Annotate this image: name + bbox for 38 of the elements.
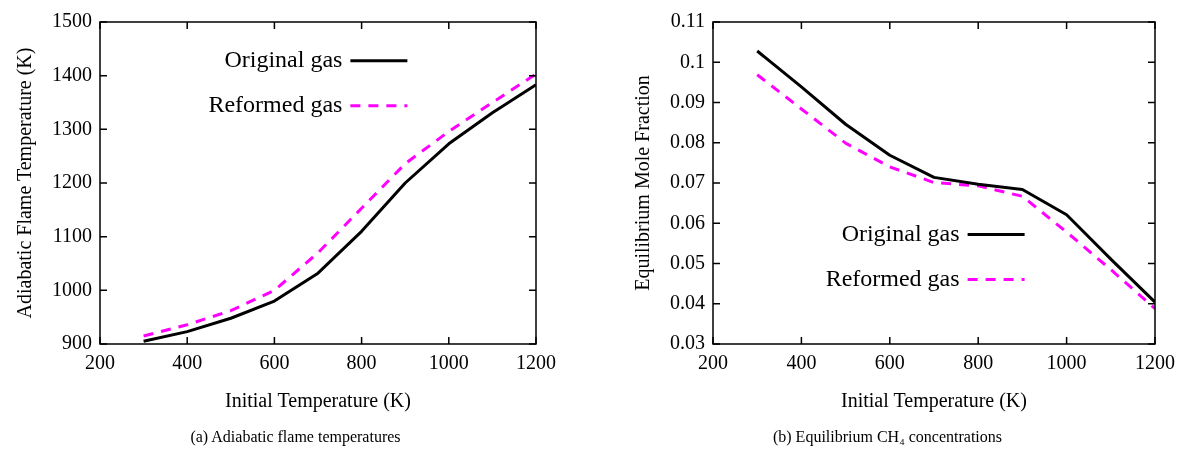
x-tick-label: 400 <box>172 351 203 374</box>
x-tick-label: 1000 <box>1046 351 1087 374</box>
y-tick-label: 1400 <box>52 62 92 85</box>
x-tick-label: 400 <box>786 351 817 374</box>
y-tick-label: 1100 <box>52 223 92 246</box>
y-tick-label: 1200 <box>52 170 92 193</box>
text: (a) Adiabatic flame temperatures <box>189 428 402 446</box>
x-axis-title: Initial Temperature (K) <box>841 389 1027 413</box>
y-tick-label: 0.1 <box>680 49 705 72</box>
y-tick-label: 1500 <box>52 9 92 32</box>
x-tick-label: 1200 <box>1135 351 1175 374</box>
x-tick-label: 800 <box>346 351 377 374</box>
legend-label: Original gas <box>224 45 343 72</box>
y-axis-title: Adiabatic Flame Temperature (K) <box>13 47 37 319</box>
y-axis-title: Equilibrium Mole Fraction <box>631 75 655 291</box>
x-tick-label: 1200 <box>516 351 556 374</box>
y-tick-label: 0.05 <box>670 250 705 273</box>
y-tick-label: 0.08 <box>670 130 705 152</box>
x-axis-title: Initial Temperature (K) <box>225 389 411 413</box>
x-tick-label: 600 <box>874 351 905 374</box>
text: (b) Equilibrium CH₄ concentrations <box>771 428 1004 446</box>
y-tick-label: 0.11 <box>670 9 705 32</box>
legend-label: Original gas <box>841 219 960 246</box>
y-tick-label: 0.09 <box>670 89 705 112</box>
y-tick-label: 0.07 <box>670 170 705 193</box>
x-tick-label: 800 <box>963 351 994 374</box>
y-tick-label: 1300 <box>52 116 92 139</box>
x-tick-label: 1000 <box>428 351 469 374</box>
y-tick-label: 0.04 <box>670 291 705 313</box>
y-tick-label: 0.03 <box>670 331 705 354</box>
y-tick-label: 900 <box>62 331 92 354</box>
x-tick-label: 200 <box>698 351 728 374</box>
x-tick-label: 200 <box>85 351 115 374</box>
legend-label: Reformed gas <box>825 264 960 291</box>
legend-label: Reformed gas <box>208 91 343 118</box>
x-tick-label: 600 <box>259 351 290 374</box>
y-tick-label: 1000 <box>52 277 92 300</box>
y-tick-label: 0.06 <box>670 210 705 233</box>
